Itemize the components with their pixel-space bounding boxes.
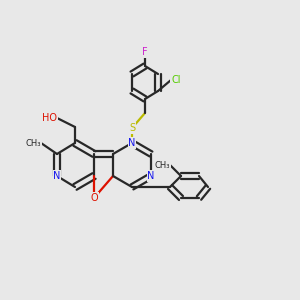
- Text: S: S: [129, 123, 135, 133]
- Text: CH₃: CH₃: [154, 160, 170, 169]
- Text: CH₃: CH₃: [26, 139, 41, 148]
- Text: N: N: [53, 171, 61, 181]
- Text: HO: HO: [42, 113, 57, 123]
- Text: N: N: [147, 171, 155, 181]
- Text: O: O: [90, 193, 98, 203]
- Text: Cl: Cl: [171, 75, 181, 85]
- Text: N: N: [128, 138, 136, 148]
- Text: F: F: [142, 47, 148, 57]
